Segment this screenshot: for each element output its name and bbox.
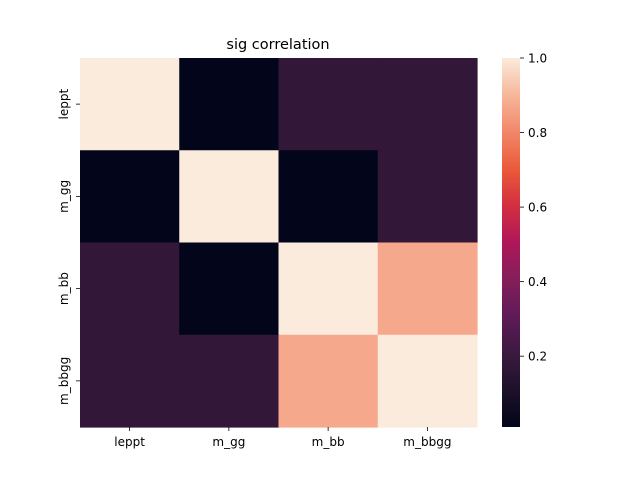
x-tick-label: leppt — [114, 435, 145, 449]
y-tick-label: leppt — [57, 89, 71, 120]
y-tick-label: m_gg — [57, 180, 71, 213]
heatmap-cell — [80, 58, 180, 151]
heatmap-cell — [377, 58, 478, 151]
heatmap-cell — [377, 334, 478, 428]
chart-title: sig correlation — [226, 37, 329, 53]
heatmap-cell — [278, 242, 379, 336]
heatmap-cell — [80, 334, 180, 428]
colorbar-gradient — [502, 58, 520, 427]
x-tick-label: m_bbgg — [403, 435, 451, 449]
heatmap-cells — [80, 58, 478, 428]
colorbar-ticks: 0.2 0.4 0.6 0.8 1.0 — [520, 52, 547, 364]
heatmap-cell — [179, 334, 280, 428]
heatmap-cell — [179, 58, 280, 151]
y-tick-label: m_bbgg — [57, 357, 71, 405]
x-tick-label: m_gg — [212, 435, 245, 449]
heatmap-cell — [80, 150, 180, 244]
heatmap-cell — [179, 150, 280, 244]
colorbar-tick-label: 0.8 — [528, 126, 547, 140]
heatmap-cell — [278, 150, 379, 244]
y-tick-label: m_bb — [57, 272, 71, 305]
heatmap-cell — [179, 242, 280, 336]
y-axis: leppt m_gg m_bb m_bbgg — [57, 89, 80, 405]
heatmap-cell — [80, 242, 180, 336]
colorbar-tick-label: 0.2 — [528, 350, 547, 364]
heatmap-cell — [278, 334, 379, 428]
x-tick-label: m_bb — [312, 435, 345, 449]
colorbar-tick-label: 1.0 — [528, 52, 547, 66]
colorbar-tick-label: 0.6 — [528, 201, 547, 215]
heatmap-cell — [278, 58, 379, 151]
heatmap-cell — [377, 150, 478, 244]
heatmap-cell — [377, 242, 478, 336]
colorbar: 0.2 0.4 0.6 0.8 1.0 — [502, 52, 547, 427]
x-axis: leppt m_gg m_bb m_bbgg — [114, 427, 451, 449]
colorbar-tick-label: 0.4 — [528, 275, 547, 289]
